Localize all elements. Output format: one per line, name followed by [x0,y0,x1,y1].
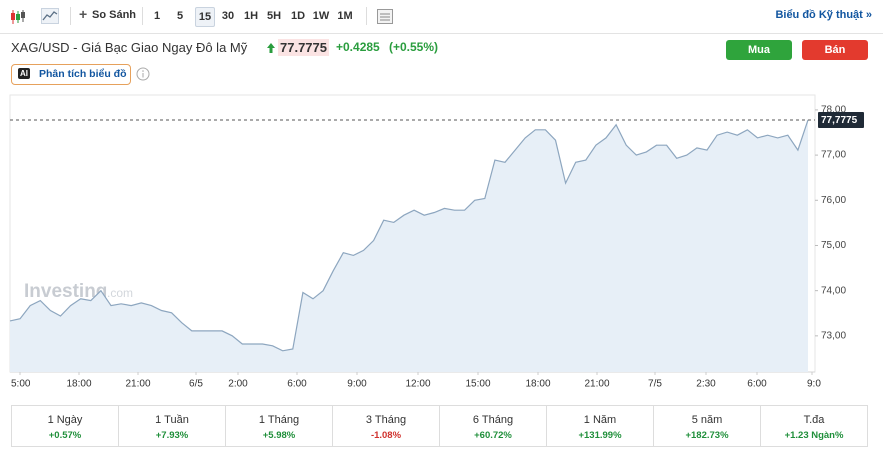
period-change: +60.72% [474,430,512,441]
last-price: 77.7775 [278,39,329,56]
x-tick-label: 15:00 [465,379,490,390]
x-tick-label: 9:0 [807,379,821,390]
y-tick-label: 78,00 [821,105,846,116]
info-icon[interactable] [136,67,150,81]
performance-cell: 5 năm +182.73% [653,406,760,446]
ai-badge: AI [18,68,30,79]
performance-table: 1 Ngày +0.57% 1 Tuần +7.93% 1 Tháng +5.98% 3 T… [11,405,868,447]
x-tick-label: 18:00 [525,379,550,390]
technical-chart-link[interactable]: Biểu đồ Kỹ thuật » [775,9,872,21]
area-icon[interactable] [41,8,59,24]
period-change: +5.98% [262,430,296,441]
analysis-button[interactable]: AI Phân tích biểu đồ [11,64,131,85]
x-tick-label: 7/5 [648,379,662,390]
y-tick-label: 76,00 [821,195,846,206]
period-label: 1 Ngày [47,414,83,426]
interval-button[interactable]: 5H [266,10,282,22]
period-label: 1 Năm [583,414,617,426]
period-change: +7.93% [155,430,189,441]
interval-button[interactable]: 30 [221,10,235,22]
period-label: 3 Tháng [365,414,407,426]
interval-button[interactable]: 15 [195,7,215,27]
last-price-box [818,111,864,128]
interval-button[interactable]: 1D [290,10,306,22]
sell-button[interactable]: Bán [802,40,868,60]
performance-cell: 6 Tháng +60.72% [439,406,546,446]
period-label: 5 năm [691,414,723,426]
x-tick-label: 9:00 [347,379,367,390]
interval-button[interactable]: 1H [243,10,259,22]
performance-cell: 1 Tuần +7.93% [118,406,225,446]
interval-button[interactable]: 1 [153,10,161,22]
period-label: 6 Tháng [472,414,514,426]
period-change: +0.57% [48,430,82,441]
x-tick-label: 21:00 [584,379,609,390]
y-tick-label: 75,00 [821,240,846,251]
x-tick-label: 2:00 [228,379,248,390]
y-tick-label: 77,00 [821,150,846,161]
instrument-title: XAG/USD - Giá Bạc Giao Ngay Đô la Mỹ [11,40,248,55]
interval-button[interactable]: 1W [312,10,330,22]
price-change: +0.4285 [336,40,380,54]
x-tick-label: 6/5 [189,379,203,390]
period-change: +182.73% [685,430,729,441]
toolbar-separator [366,7,367,25]
compare-button[interactable]: So Sánh [92,9,137,21]
performance-cell: 1 Ngày +0.57% [12,406,118,446]
y-tick-label: 73,00 [821,330,846,341]
toolbar-separator [142,7,143,25]
x-tick-label: 2:30 [696,379,716,390]
candle-icon[interactable] [10,9,26,25]
compare-plus[interactable]: + [79,6,88,22]
performance-cell: T.đa +1.23 Ngàn% [760,406,867,446]
period-change: +131.99% [578,430,622,441]
price-line [9,119,809,352]
table-icon[interactable] [377,9,393,24]
last-price-label: 77,7775 [821,115,858,126]
watermark-suffix: .com [107,286,133,300]
interval-button[interactable]: 1M [337,10,353,22]
price-change-pct: (+0.55%) [389,40,439,54]
performance-cell: 3 Tháng -1.08% [332,406,439,446]
period-label: 1 Tuần [155,414,189,426]
x-tick-label: 6:00 [287,379,307,390]
watermark: Investing [24,281,107,302]
analysis-label: Phân tích biểu đồ [39,68,127,80]
interval-button[interactable]: 5 [176,10,184,22]
x-tick-label: 12:00 [405,379,430,390]
chart: Investing .com 73,00 74,00 75,00 76,00 77,00… [0,33,883,390]
x-tick-label: 5:00 [11,379,31,390]
x-tick-label: 6:00 [747,379,767,390]
x-tick-label: 18:00 [66,379,91,390]
area-fill [10,119,808,373]
period-label: T.đa [803,414,825,426]
buy-button[interactable]: Mua [726,40,792,60]
performance-cell: 1 Năm +131.99% [546,406,653,446]
period-change: +1.23 Ngàn% [784,430,844,441]
period-label: 1 Tháng [258,414,300,426]
toolbar-separator [70,7,71,25]
performance-cell: 1 Tháng +5.98% [225,406,332,446]
x-tick-label: 21:00 [125,379,150,390]
period-change: -1.08% [370,430,402,441]
y-tick-label: 74,00 [821,285,846,296]
up-arrow [267,43,275,53]
